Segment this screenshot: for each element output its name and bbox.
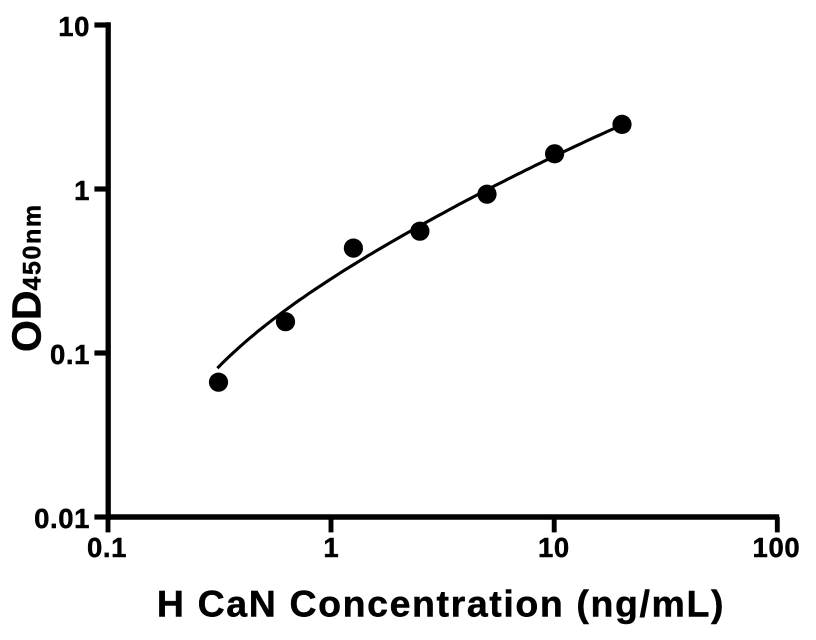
svg-text:0.1: 0.1 [50, 339, 90, 370]
svg-text:10: 10 [58, 11, 90, 42]
svg-text:1: 1 [74, 175, 90, 206]
svg-text:OD450nm: OD450nm [4, 203, 50, 352]
svg-text:1: 1 [323, 532, 339, 563]
svg-text:10: 10 [538, 532, 570, 563]
svg-text:100: 100 [753, 532, 801, 563]
svg-text:0.1: 0.1 [87, 532, 127, 563]
svg-text:0.01: 0.01 [34, 503, 90, 534]
svg-text:H CaN Concentration (ng/mL): H CaN Concentration (ng/mL) [157, 582, 725, 624]
